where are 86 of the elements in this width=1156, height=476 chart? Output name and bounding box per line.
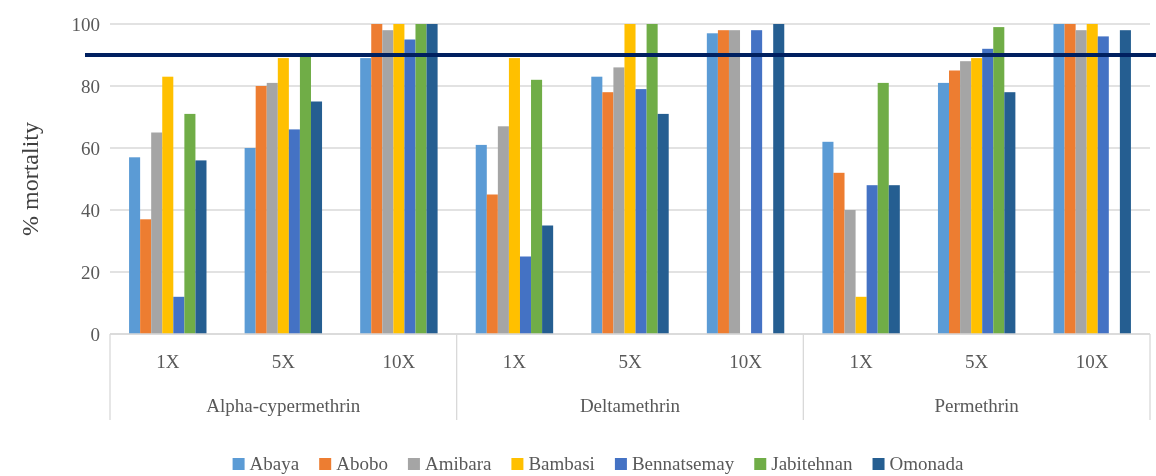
y-tick-label: 40 [81, 199, 100, 221]
bar [299, 55, 311, 334]
legend-label: Bennatsemay [631, 453, 735, 474]
bar [971, 58, 983, 334]
bar [404, 39, 416, 334]
bar [542, 225, 554, 334]
bar [151, 132, 163, 334]
legend-label: Bambasi [528, 453, 595, 474]
bar [982, 48, 994, 334]
bar [993, 27, 1005, 334]
y-axis-title: % mortality [17, 122, 43, 236]
x-tick-label: 1X [156, 351, 180, 372]
x-tick-label: 10X [382, 351, 416, 372]
bar [1004, 92, 1016, 334]
bar [1097, 36, 1109, 334]
x-tick-label: 10X [1075, 351, 1109, 372]
y-tick-label: 60 [81, 137, 100, 159]
bar [751, 30, 763, 334]
bar [822, 141, 834, 334]
bar [949, 70, 961, 334]
legend-label: Omonada [889, 453, 964, 474]
x-tick-label: 10X [729, 351, 763, 372]
legend-label: Jabitehnan [771, 453, 854, 474]
bar [360, 58, 372, 334]
bar [1086, 24, 1098, 334]
bar [426, 24, 438, 334]
bar [833, 172, 845, 334]
legend-label: Abaya [249, 453, 300, 474]
bar [162, 76, 174, 334]
bar [613, 67, 625, 334]
bar [393, 24, 405, 334]
x-tick-label: 5X [965, 351, 989, 372]
bar [624, 24, 636, 334]
bar [519, 256, 532, 334]
y-tick-label: 0 [90, 323, 100, 345]
bar [602, 92, 614, 334]
bar [475, 144, 487, 334]
bar [288, 129, 300, 334]
bar [960, 61, 972, 334]
bar [266, 82, 278, 334]
bar [184, 113, 196, 334]
bar [937, 82, 950, 334]
bar [706, 33, 718, 334]
bar [497, 126, 509, 334]
bar [1064, 24, 1076, 334]
bar [635, 89, 647, 334]
bar [129, 157, 141, 334]
bar [140, 219, 152, 334]
bar [717, 30, 729, 334]
text: Permethrin [934, 395, 1020, 416]
text: Alpha-cypermethrin [206, 395, 361, 416]
bar [371, 24, 383, 334]
y-tick-label: 80 [81, 75, 100, 97]
bar [415, 24, 427, 334]
bar [277, 58, 289, 334]
legend-label: Amibara [424, 453, 492, 474]
x-tick-label: 5X [271, 351, 296, 372]
bar [486, 194, 498, 334]
x-tick-label: 5X [618, 351, 642, 372]
bar [255, 86, 267, 334]
bar [844, 210, 856, 334]
bar [173, 296, 185, 334]
text: Deltamethrin [579, 395, 681, 416]
bar [888, 185, 900, 334]
bar [877, 82, 889, 334]
y-tick-label: 20 [81, 261, 100, 283]
bar [855, 296, 867, 334]
bar [591, 76, 603, 334]
bar [646, 24, 658, 334]
bar [508, 58, 520, 334]
bar [531, 79, 543, 334]
legend-label: Abobo [336, 453, 388, 474]
bar [657, 113, 669, 334]
bar [310, 101, 323, 334]
x-tick-label: 1X [502, 351, 527, 372]
bar [1075, 30, 1087, 334]
bar [866, 185, 878, 334]
bar [728, 30, 741, 334]
bar [1053, 24, 1065, 334]
bar [382, 30, 394, 334]
bar [244, 148, 256, 334]
bar [195, 160, 207, 334]
y-tick-label: 100 [71, 13, 100, 35]
bar [773, 24, 785, 334]
x-tick-label: 1X [849, 351, 873, 372]
bar [1119, 30, 1131, 334]
